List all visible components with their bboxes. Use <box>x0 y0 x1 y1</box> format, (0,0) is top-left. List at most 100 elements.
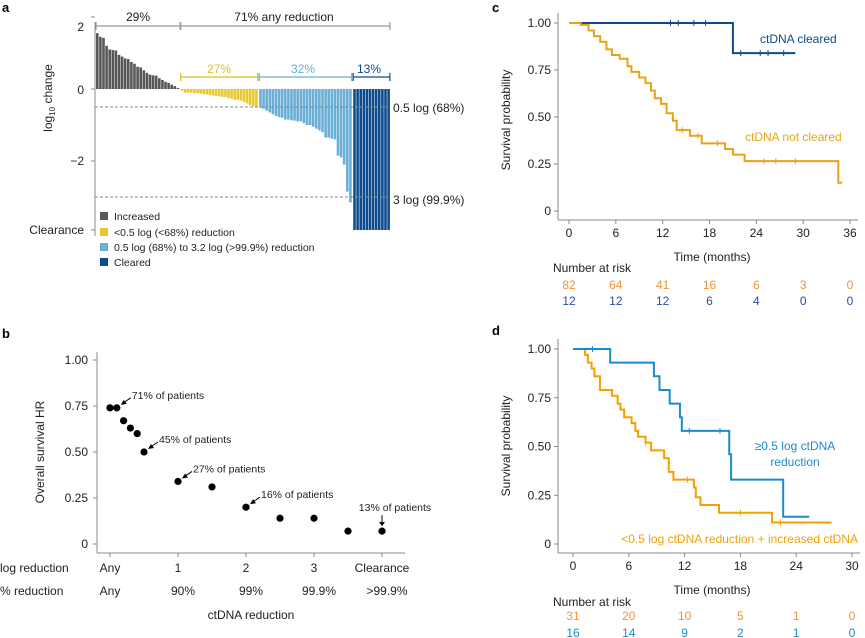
legend-swatch-small <box>100 228 108 236</box>
ytick-label: 0.50 <box>528 440 552 454</box>
data-point <box>174 477 182 486</box>
b-xlabel: ctDNA reduction <box>208 608 295 622</box>
bar-small <box>227 89 230 98</box>
risk-count: 0 <box>847 278 854 292</box>
ytick-label: 0.25 <box>528 157 552 171</box>
bar-increased <box>145 72 149 89</box>
legend-swatch-increased <box>100 212 108 220</box>
bar-small <box>239 89 243 101</box>
xtick-label: 30 <box>845 559 859 573</box>
risk-count: 4 <box>753 294 760 308</box>
bar-increased <box>142 70 146 89</box>
annotation-label: 71% of patients <box>132 390 204 402</box>
b-ytick-label: 0 <box>81 537 88 551</box>
panel-b: Overall survival HR log reduction % redu… <box>0 352 431 622</box>
d-series-label-increased: <0.5 log ctDNA reduction + increased ctD… <box>621 532 858 546</box>
b-xtick-log: 1 <box>175 561 182 575</box>
bar-increased <box>170 84 173 89</box>
ytick-label: 0.50 <box>528 110 552 124</box>
d-ylabel: Survival probability <box>499 396 513 497</box>
bar-small <box>193 89 196 94</box>
annotation-label: 13% of patients <box>359 502 431 514</box>
panel-label-a: a <box>2 0 10 15</box>
bar-mid <box>342 89 346 165</box>
bar-mid <box>333 89 337 140</box>
bar-mid <box>262 89 265 109</box>
risk-count: 5 <box>737 609 744 623</box>
bar-cleared <box>362 89 366 230</box>
xtick-label: 18 <box>703 226 717 240</box>
bar-increased <box>164 81 167 89</box>
risk-count: 10 <box>678 609 692 623</box>
bar-mid <box>318 89 321 131</box>
xtick-label: 6 <box>612 226 619 240</box>
d-series-label-reduction-2: reduction <box>770 455 819 469</box>
bar-increased <box>127 59 130 89</box>
legend-swatch-cleared <box>100 258 108 266</box>
bar-cleared <box>368 89 372 230</box>
annotation-arrowhead <box>120 399 127 405</box>
xtick-label: 0 <box>566 226 573 240</box>
a-ytick: Clearance <box>29 223 84 237</box>
bar-small <box>224 89 227 97</box>
b-row-label-log: log reduction <box>0 561 69 575</box>
panel-label-c: c <box>492 0 499 15</box>
a-refline-label: 0.5 log (68%) <box>393 101 464 115</box>
b-ytick-label: 0.25 <box>65 491 89 505</box>
a-refline-label: 3 log (99.9%) <box>393 193 464 207</box>
annotation-label: 27% of patients <box>193 463 265 475</box>
panel-label-d: d <box>492 323 500 338</box>
bar-cleared <box>374 89 378 230</box>
risk-count: 64 <box>609 278 623 292</box>
bar-increased <box>158 78 161 89</box>
annotation-label: 16% of patients <box>261 489 333 501</box>
risk-count: 1 <box>793 609 800 623</box>
bar-mid <box>293 89 296 121</box>
annotation-arrowhead <box>379 522 385 527</box>
annotation-arrowhead <box>148 444 154 449</box>
b-xtick-pct: 99.9% <box>302 584 336 598</box>
bar-increased <box>114 50 118 89</box>
risk-count: 14 <box>622 626 636 638</box>
bar-increased <box>111 50 115 89</box>
bar-small <box>183 89 187 93</box>
bar-increased <box>176 87 180 89</box>
bar-small <box>190 89 193 93</box>
annotation-label: 45% of patients <box>159 434 231 446</box>
annotation-arrowhead <box>250 499 256 505</box>
ytick-label: 1.00 <box>528 16 552 30</box>
bar-increased <box>167 82 170 89</box>
bar-small <box>208 89 212 96</box>
data-point <box>344 527 352 535</box>
bar-cleared <box>356 89 359 230</box>
bar-mid <box>315 89 318 129</box>
bar-mid <box>277 89 281 118</box>
b-ytick-label: 0.50 <box>65 445 89 459</box>
bar-small <box>221 89 224 97</box>
bar-cleared <box>384 89 387 230</box>
bar-small <box>214 89 218 97</box>
bar-mid <box>280 89 284 118</box>
risk-count: 3 <box>800 278 807 292</box>
b-xtick-pct: Any <box>100 584 121 598</box>
bar-increased <box>99 36 102 89</box>
c-risk-title: Number at risk <box>553 261 632 275</box>
bar-increased <box>136 66 139 89</box>
risk-count: 1 <box>793 626 800 638</box>
bar-small <box>217 89 221 97</box>
bar-small <box>196 89 199 94</box>
xtick-label: 18 <box>734 559 748 573</box>
panel-label-b: b <box>2 326 10 341</box>
bar-small <box>202 89 205 95</box>
data-point <box>310 514 318 522</box>
ytick-label: 0 <box>544 537 551 551</box>
bar-mid <box>330 89 334 139</box>
bracket-label-mid: 32% <box>291 62 315 76</box>
xtick-label: 12 <box>656 226 670 240</box>
risk-count: 12 <box>562 294 576 308</box>
bar-increased <box>148 74 152 89</box>
bar-mid <box>274 89 278 116</box>
legend-label: Increased <box>114 211 160 223</box>
risk-count: 12 <box>609 294 623 308</box>
